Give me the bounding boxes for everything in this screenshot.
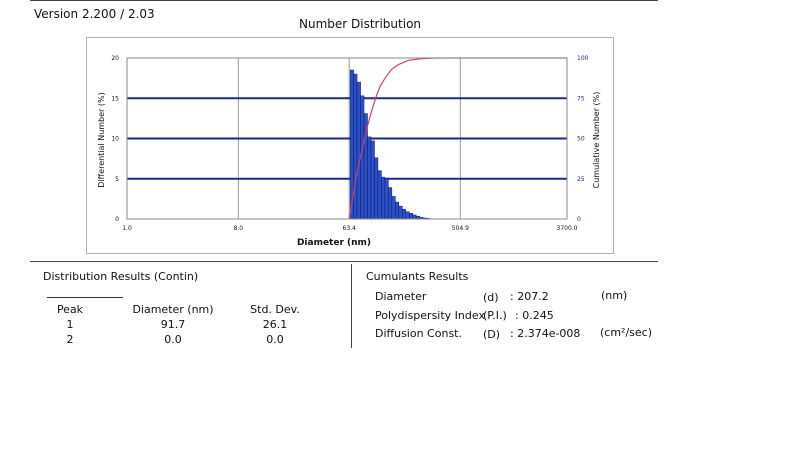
y2-axis-label: Cumulative Number (%) bbox=[592, 92, 601, 189]
row2-peak: 2 bbox=[66, 333, 74, 346]
x-tick-label: 504.9 bbox=[452, 225, 469, 232]
y-tick-label: 5 bbox=[115, 176, 119, 183]
peak-header-rule bbox=[47, 297, 123, 298]
top-divider bbox=[30, 0, 658, 1]
cumulants-title: Cumulants Results bbox=[366, 270, 469, 283]
cumulant-symbol-diffusion: (D) bbox=[483, 328, 501, 341]
results-divider bbox=[351, 264, 352, 348]
distribution-bar bbox=[384, 178, 389, 220]
distribution-bar bbox=[381, 176, 386, 220]
cumulant-symbol-diameter: (d) bbox=[483, 291, 499, 304]
distribution-bar bbox=[370, 140, 375, 220]
distribution-bar bbox=[377, 170, 382, 220]
y-tick-label: 10 bbox=[111, 136, 119, 143]
distribution-bar bbox=[395, 201, 400, 220]
cumulant-label-pdi: Polydispersity Index bbox=[375, 309, 485, 322]
row1-diameter: 91.7 bbox=[160, 318, 186, 331]
col-header-peak: Peak bbox=[56, 303, 84, 316]
row1-peak: 1 bbox=[66, 318, 74, 331]
row2-stddev: 0.0 bbox=[266, 333, 284, 346]
distribution-bar bbox=[356, 81, 361, 220]
cumulant-label-diffusion: Diffusion Const. bbox=[375, 327, 462, 340]
distribution-title: Distribution Results (Contin) bbox=[43, 270, 199, 283]
bar-series bbox=[349, 69, 431, 220]
distribution-bar bbox=[360, 95, 365, 220]
cumulant-symbol-pdi: (P.I.) bbox=[483, 309, 507, 322]
y-tick-label: 15 bbox=[111, 95, 119, 102]
y-tick-label: 0 bbox=[115, 216, 119, 223]
row1-stddev: 26.1 bbox=[262, 318, 288, 331]
cumulative-series bbox=[348, 57, 567, 220]
distribution-bar bbox=[408, 213, 413, 220]
x-tick-label: 8.0 bbox=[234, 225, 244, 232]
distribution-bar bbox=[398, 205, 403, 220]
distribution-bar bbox=[388, 187, 393, 220]
grid-lines bbox=[126, 57, 568, 220]
distribution-bar bbox=[367, 136, 372, 220]
x-tick-label: 1.0 bbox=[122, 225, 132, 232]
plot-border bbox=[126, 57, 568, 220]
distribution-bar bbox=[402, 209, 407, 220]
distribution-bar bbox=[391, 196, 396, 220]
cumulant-label-diameter: Diameter bbox=[375, 290, 427, 303]
y2-tick-label: 100 bbox=[577, 55, 589, 62]
distribution-bar bbox=[353, 73, 358, 220]
col-header-diameter: Diameter (nm) bbox=[132, 303, 214, 316]
x-tick-label: 3700.0 bbox=[557, 225, 578, 232]
cumulant-value-diameter: : 207.2 bbox=[510, 290, 549, 303]
x-tick-label: 63.4 bbox=[343, 225, 357, 232]
distribution-bar bbox=[412, 214, 417, 220]
y2-tick-label: 0 bbox=[577, 216, 581, 223]
cumulant-value-diffusion: : 2.374e-008 bbox=[510, 327, 581, 340]
col-header-stddev: Std. Dev. bbox=[250, 303, 300, 316]
distribution-bar bbox=[374, 157, 379, 220]
cumulant-value-pdi: : 0.245 bbox=[515, 309, 554, 322]
section-divider bbox=[30, 261, 658, 262]
x-axis-label: Diameter (nm) bbox=[297, 238, 371, 248]
version-label: Version 2.200 / 2.03 bbox=[34, 7, 155, 21]
cumulant-unit-diameter: (nm) bbox=[601, 289, 628, 302]
axes: 1.0 8.0 63.4 504.9 3700.0 0 0 5 25 10 50 15 75 20 100 bbox=[111, 55, 588, 232]
chart-title: Number Distribution bbox=[298, 17, 422, 31]
distribution-bar bbox=[405, 211, 410, 220]
y-axis-label: Differential Number (%) bbox=[97, 92, 106, 187]
cumulant-unit-diffusion: (cm²/sec) bbox=[600, 326, 653, 339]
cumulative-curve bbox=[348, 57, 567, 220]
y2-tick-label: 75 bbox=[577, 95, 585, 102]
y-tick-label: 20 bbox=[111, 55, 119, 62]
y2-tick-label: 25 bbox=[577, 176, 585, 183]
row2-diameter: 0.0 bbox=[164, 333, 182, 346]
chart-frame: 1.0 8.0 63.4 504.9 3700.0 0 0 5 25 10 50 15 75 20 100 … bbox=[86, 37, 614, 254]
y2-tick-label: 50 bbox=[577, 136, 585, 143]
